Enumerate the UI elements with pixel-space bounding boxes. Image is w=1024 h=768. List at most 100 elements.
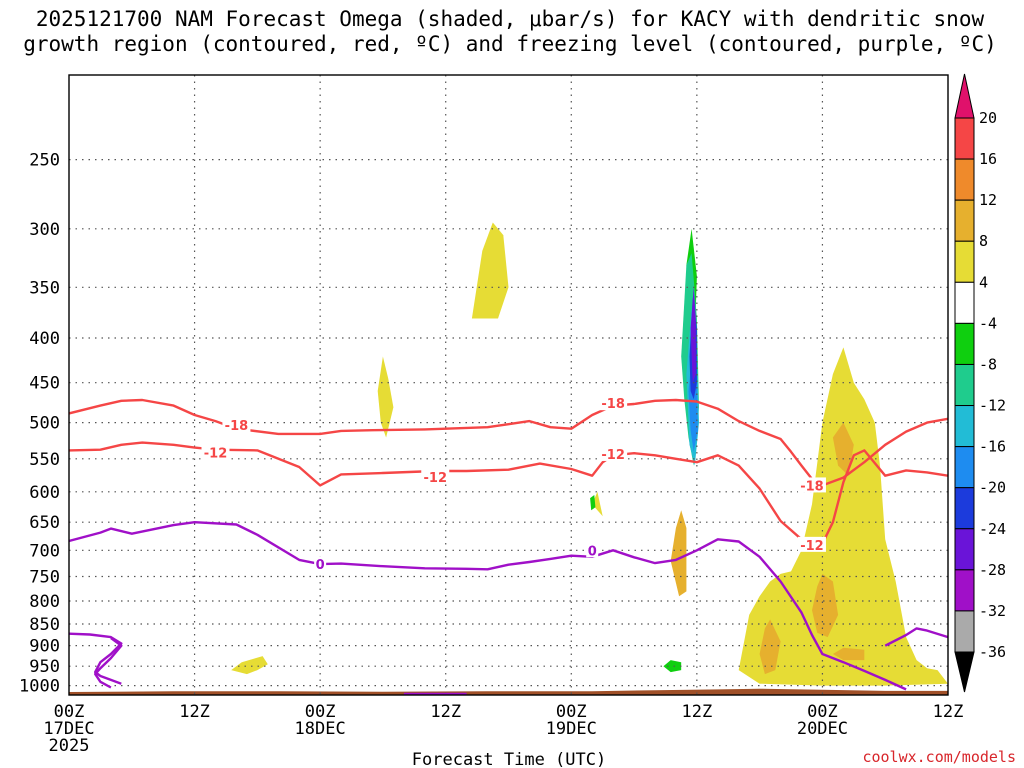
contour-label: -12: [424, 471, 448, 486]
contour-label: -18: [225, 419, 249, 434]
colorbar-label: 4: [979, 273, 988, 291]
contour-label-bg: [599, 395, 628, 411]
x-axis-label: Forecast Time (UTC): [412, 750, 606, 768]
chart-title-line-1: 2025121700 NAM Forecast Omega (shaded, μ…: [36, 7, 985, 31]
contour-label: -18: [800, 479, 824, 494]
source-credit: coolwx.com/models: [862, 748, 1016, 766]
colorbar-label: -4: [979, 314, 997, 332]
contour-label: -18: [601, 397, 625, 412]
y-tick-label: 900: [29, 637, 60, 657]
omega-region-8: [670, 510, 687, 597]
y-tick-label: 650: [29, 513, 60, 533]
omega-region-9: [832, 647, 865, 661]
colorbar-label: -24: [979, 520, 1006, 538]
x-tick-label: 19DEC: [546, 719, 597, 739]
contour-label: -12: [204, 447, 228, 462]
x-tick-label: 00Z: [556, 702, 587, 722]
colorbar-label: -16: [979, 438, 1006, 456]
y-tick-label: 400: [29, 329, 60, 349]
x-tick-label: 00Z: [54, 702, 85, 722]
colorbar-bin: [954, 240, 975, 283]
colorbar-bin: [954, 322, 975, 365]
y-tick-label: 800: [29, 592, 60, 612]
omega-region-17: [880, 281, 896, 375]
colorbar-bin: [954, 569, 975, 612]
contour-label-bg: [797, 477, 826, 493]
y-tick-label: 300: [29, 220, 60, 240]
colorbar-bin: [954, 528, 975, 571]
contour-label-bg: [314, 556, 327, 572]
x-tick-label: 20DEC: [797, 719, 848, 739]
x-tick-label: 00Z: [305, 702, 336, 722]
contour-label-bg: [586, 542, 599, 558]
colorbar-bin: [954, 487, 975, 530]
omega-region-6: [812, 573, 839, 638]
colorbar-label: -12: [979, 397, 1006, 415]
omega-region-0: [471, 222, 509, 319]
colorbar-bin: [954, 363, 975, 407]
colorbar-bin: [954, 199, 975, 242]
omega-region-16: [759, 347, 791, 452]
colorbar-bin: [954, 158, 975, 201]
y-tick-label: 350: [29, 278, 60, 298]
omega-colorbar: 20 16 12 8 4 -4 -8 -12 -16 -20 -24 -28 -32 -36: [954, 73, 1006, 693]
x-tick-label: 12Z: [430, 702, 461, 722]
y-tick-label: 750: [29, 567, 60, 587]
omega-region-13: [639, 619, 713, 680]
colorbar-label: -20: [979, 479, 1006, 497]
omega-region-23: [663, 660, 682, 673]
pressure-axis: 2503003504004505005506006507007508008509…: [19, 151, 60, 697]
colorbar-label: 8: [979, 232, 988, 250]
omega-region-21: [712, 550, 723, 561]
x-tick-label: 12Z: [681, 702, 712, 722]
omega-region-15: [723, 458, 750, 551]
colorbar-bin: [954, 405, 975, 448]
omega-region-29: [690, 287, 696, 383]
colorbar-label: 20: [979, 109, 997, 127]
y-tick-label: 500: [29, 414, 60, 434]
contour-label: 0: [316, 558, 325, 573]
contour-label: -12: [601, 448, 625, 463]
colorbar-bin: [954, 281, 975, 324]
contour-label: -12: [800, 539, 824, 554]
contour-label-bg: [222, 416, 251, 432]
x-tick-label: 2025: [49, 736, 90, 756]
contour-label-bg: [797, 536, 826, 552]
y-tick-label: 850: [29, 615, 60, 635]
omega-region-5: [759, 619, 781, 675]
y-tick-label: 550: [29, 450, 60, 470]
colorbar-label: -28: [979, 561, 1006, 579]
colorbar-bin: [954, 446, 975, 489]
x-tick-label: 12Z: [179, 702, 210, 722]
omega-region-7: [832, 422, 854, 476]
contour-label-bg: [421, 468, 450, 484]
colorbar-bin: [954, 610, 975, 653]
omega-shading: [231, 152, 948, 686]
y-tick-label: 950: [29, 657, 60, 677]
terrain-ground: [69, 688, 948, 695]
y-tick-label: 700: [29, 541, 60, 561]
x-tick-label: 12Z: [933, 702, 964, 722]
contour-line-2: [69, 521, 907, 691]
contour-line-3: [69, 632, 123, 685]
y-tick-label: 250: [29, 151, 60, 171]
colorbar-label: -36: [979, 643, 1006, 661]
plot-frame: [68, 74, 949, 696]
omega-region-24: [590, 495, 596, 511]
chart-title-line-2: growth region (contoured, red, ºC) and f…: [23, 32, 997, 56]
contour-label: 0: [588, 544, 597, 559]
omega-region-10: [628, 276, 653, 438]
y-tick-label: 600: [29, 483, 60, 503]
omega-region-3: [592, 491, 603, 517]
colorbar-bin: [954, 117, 975, 160]
omega-region-11: [660, 152, 750, 561]
omega-region-14: [691, 596, 718, 669]
colorbar-label: 12: [979, 191, 997, 209]
x-tick-label: 18DEC: [295, 719, 346, 739]
contour-labels: -18 -18 -18 -12 -12 -12 -12 0 0: [201, 395, 826, 573]
omega-region-2: [231, 656, 268, 675]
x-tick-label: 17DEC: [43, 719, 94, 739]
omega-region-1: [377, 356, 394, 438]
contour-line-4: [94, 637, 123, 689]
